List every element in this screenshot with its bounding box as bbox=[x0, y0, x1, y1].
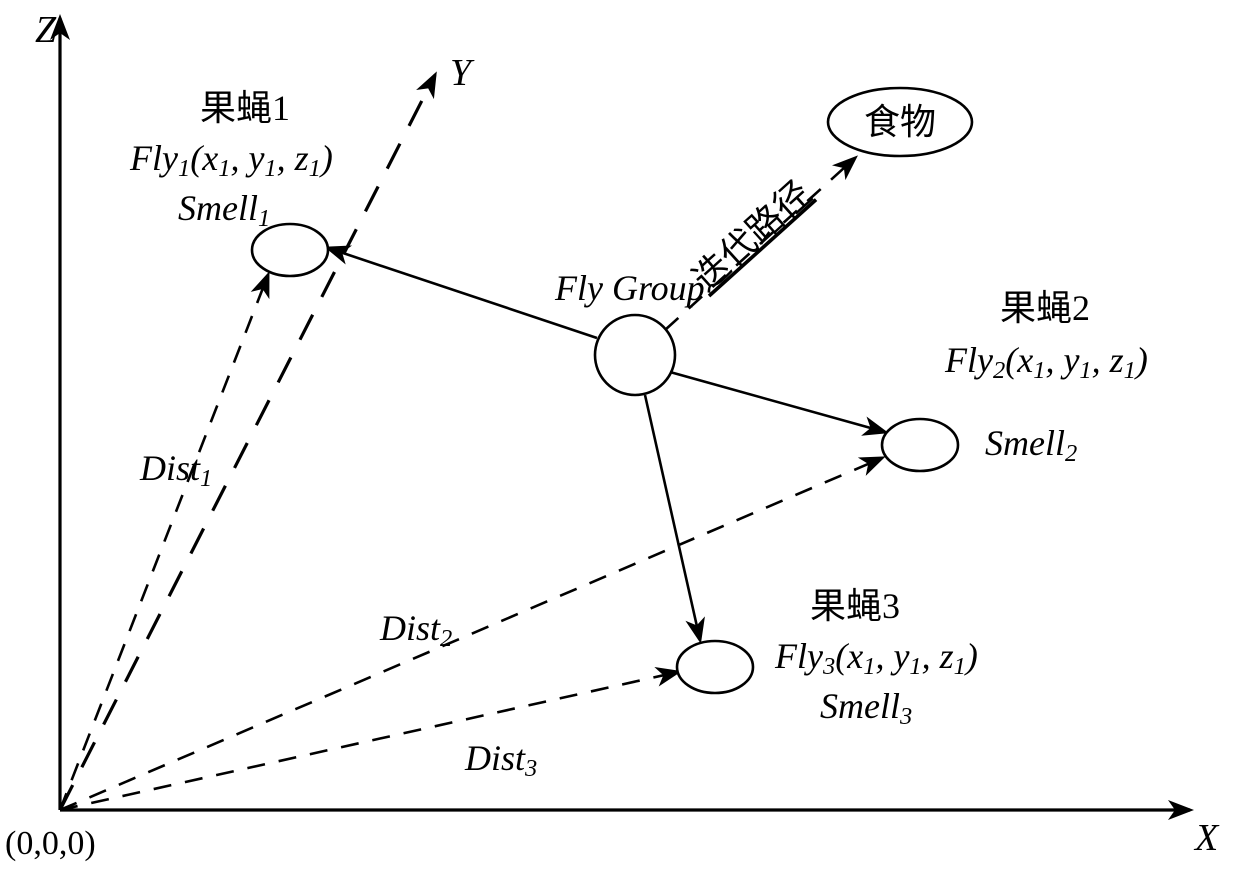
fly-smell-2: Smell2 bbox=[985, 423, 1077, 467]
axis-y-label: Y bbox=[450, 52, 475, 94]
fly-group-label: Fly Group bbox=[554, 268, 705, 308]
fly-title-1: 果蝇1 bbox=[200, 88, 290, 128]
group-to-fly-arrow-2 bbox=[670, 372, 885, 432]
fly-group-node bbox=[595, 315, 675, 395]
origin-label: (0,0,0) bbox=[5, 825, 96, 862]
fly-node-3 bbox=[677, 641, 753, 693]
dist-arrow-3 bbox=[60, 672, 678, 810]
fly-node-2 bbox=[882, 419, 958, 471]
fly-title-3: 果蝇3 bbox=[810, 586, 900, 626]
fly-smell-1: Smell1 bbox=[178, 188, 270, 232]
fly-dist-1: Dist1 bbox=[139, 448, 212, 492]
food-label: 食物 bbox=[864, 102, 936, 142]
fly-title-2: 果蝇2 bbox=[1000, 288, 1090, 328]
fly-coord-1: Fly1(x1, y1, z1) bbox=[129, 138, 333, 182]
axis-z-label: Z bbox=[35, 9, 57, 51]
group-to-fly-arrow-3 bbox=[645, 395, 700, 640]
diagram-canvas: X Z Y (0,0,0) Fly Group 食物迭代路径 果蝇1 Fly1(x1, y1,… bbox=[0, 0, 1238, 884]
dist-arrow-1 bbox=[60, 275, 268, 810]
axis-line bbox=[60, 75, 435, 810]
axis-x-label: X bbox=[1193, 817, 1220, 859]
fly-coord-2: Fly2(x1, y1, z1) bbox=[944, 340, 1148, 384]
iteration-path-label: 迭代路径 bbox=[685, 173, 819, 299]
fly-coord-3: Fly3(x1, y1, z1) bbox=[774, 636, 978, 680]
fly-dist-3: Dist3 bbox=[464, 738, 537, 782]
fly-dist-2: Dist2 bbox=[379, 608, 452, 652]
fly-smell-3: Smell3 bbox=[820, 686, 912, 730]
